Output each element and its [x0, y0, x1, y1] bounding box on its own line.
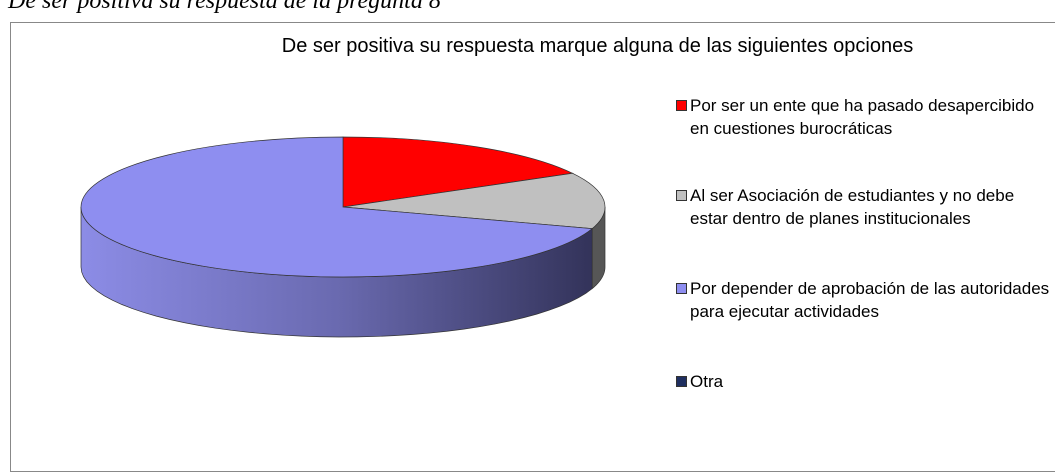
slice-top: [342, 136, 574, 208]
caption: De ser positiva su respuesta de la pregu…: [8, 0, 441, 14]
legend-item: Por depender de aprobación de las autori…: [676, 277, 1050, 323]
legend-item: Al ser Asociación de estudiantes y no de…: [676, 184, 1050, 230]
slice-top: [342, 172, 606, 229]
slice: [342, 136, 574, 208]
chart-title: De ser positiva su respuesta marque algu…: [281, 35, 914, 57]
legend-item: Por ser un ente que ha pasado desapercib…: [676, 94, 1050, 140]
legend-label: Por ser un ente que ha pasado desapercib…: [690, 96, 1035, 138]
legend-item: Otra: [676, 370, 1050, 393]
page: {"caption": "De ser positiva su respuest…: [8, 0, 1055, 472]
legend-swatch: [676, 376, 687, 387]
slice: [342, 172, 606, 290]
legend-swatch: [676, 100, 687, 111]
legend-label: Al ser Asociación de estudiantes y no de…: [690, 186, 1015, 228]
legend-label: Por depender de aprobación de las autori…: [690, 279, 1050, 321]
pie: [80, 136, 606, 338]
legend-swatch: [676, 190, 687, 201]
slice: [80, 136, 594, 338]
legend-label: Otra: [690, 372, 724, 391]
slice-top: [80, 136, 594, 278]
legend-swatch: [676, 283, 687, 294]
